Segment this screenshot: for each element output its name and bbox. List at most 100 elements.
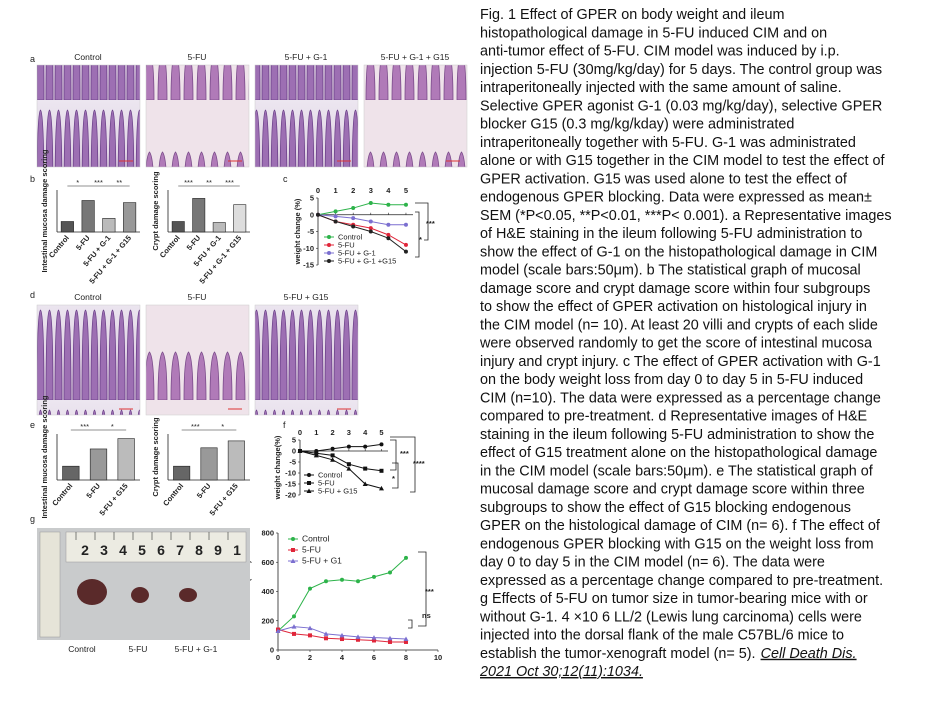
- data-point: [324, 636, 328, 641]
- micrograph: [145, 64, 250, 168]
- caption-text: Fig. 1 Effect of GPER on body weight and…: [480, 7, 785, 23]
- legend-marker: [307, 481, 311, 485]
- legend-marker: [327, 259, 331, 263]
- data-point: [346, 462, 351, 467]
- y-tick-label: -15: [303, 261, 314, 270]
- x-tick-label: 5-FU: [74, 234, 92, 253]
- image-label: 5-FU + G-1 + G15: [381, 52, 450, 62]
- caption-text: to show the effect of GPER activation on…: [480, 299, 867, 315]
- y-axis-label: Crypt damage scoring: [151, 417, 160, 497]
- caption-text: injection 5-FU (30mg/kg/day) for 5 days.…: [480, 62, 882, 78]
- series-line: [300, 443, 382, 452]
- caption-text: staining in the ileum following 5-FU adm…: [480, 427, 874, 443]
- micrograph: [363, 64, 468, 168]
- data-point: [368, 201, 373, 206]
- citation: 2021 Oct 30;12(11):1034.: [479, 664, 643, 680]
- legend-label: 5-FU + G-1 +G15: [338, 257, 396, 266]
- x-tick-label: 4: [386, 186, 391, 195]
- legend-marker: [306, 488, 312, 493]
- x-tick-label: 5-FU + G15: [208, 482, 240, 518]
- y-tick-label: -5: [289, 458, 296, 467]
- y-tick-label: 0: [270, 646, 274, 655]
- caption-text: SEM (*P<0.05, **P<0.01, ***P< 0.001). a …: [480, 208, 892, 224]
- panel-label: d: [30, 290, 35, 300]
- data-point: [386, 236, 391, 241]
- caption-text: GPER on the histological damage of CIM (…: [480, 518, 881, 534]
- series-line: [317, 202, 406, 216]
- x-tick-label: 2: [308, 653, 312, 662]
- series-line: [277, 557, 407, 632]
- caption-line: expressed as a percentage change compare…: [480, 573, 883, 589]
- panel-label: b: [30, 174, 35, 184]
- y-tick-label: 200: [261, 616, 274, 625]
- micrograph: [254, 64, 359, 168]
- legend-marker: [291, 548, 295, 552]
- caption-line: GPER on the histological damage of CIM (…: [480, 518, 881, 534]
- significance: ***: [191, 422, 200, 431]
- data-point: [333, 214, 338, 219]
- x-tick-label: 2: [351, 186, 355, 195]
- y-tick-label: 0: [292, 447, 296, 456]
- ruler: [65, 531, 247, 563]
- bracket: [408, 619, 413, 629]
- caption-text: day 0 to day 5 in the CIM model (n= 6). …: [480, 555, 825, 571]
- x-tick-label: Control: [161, 482, 185, 508]
- image-label: Control: [74, 292, 102, 302]
- caption-line: in the CIM model (scale bars:50μm). e Th…: [480, 463, 874, 479]
- micrograph: [145, 304, 250, 416]
- citation: Cell Death Dis.: [761, 646, 857, 662]
- caption-text: show the effect of G-1 on the histopatho…: [480, 244, 877, 260]
- caption-text: effect of G15 treatment alone on the his…: [480, 445, 877, 461]
- data-point: [346, 466, 352, 471]
- legend-marker: [307, 473, 311, 477]
- data-point: [379, 468, 384, 473]
- caption-line: compared to pre-treatment. d Representat…: [480, 409, 867, 425]
- caption-text: on the body weight loss from day 0 to da…: [480, 372, 863, 388]
- data-point: [351, 224, 356, 229]
- legend-label: 5-FU + G-1: [338, 249, 376, 258]
- data-point: [291, 624, 297, 629]
- ruler-number: 6: [157, 542, 165, 558]
- legend-marker: [327, 243, 331, 247]
- significance: ****: [413, 459, 425, 468]
- tumor: [131, 587, 149, 603]
- data-point: [371, 635, 377, 640]
- x-tick-label: 5: [379, 428, 383, 437]
- significance: ***: [80, 422, 89, 431]
- data-point: [324, 579, 328, 584]
- x-tick-label: 4: [363, 428, 368, 437]
- data-point: [388, 570, 392, 575]
- micrograph: [36, 304, 141, 416]
- data-point: [386, 202, 391, 207]
- bar: [89, 448, 108, 481]
- data-point: [379, 442, 384, 447]
- bar: [102, 218, 116, 233]
- caption-line: subgroups to show the effect of G15 bloc…: [480, 500, 851, 516]
- caption-text: GPER activation. G15 was used alone to t…: [480, 171, 848, 187]
- tumor: [77, 579, 107, 605]
- caption-line: the CIM model (n= 10). At least 20 villi…: [480, 317, 878, 333]
- data-point: [333, 219, 338, 224]
- caption-line: g Effects of 5-FU on tumor size in tumor…: [480, 591, 868, 607]
- data-point: [403, 242, 408, 247]
- series-line: [299, 450, 382, 489]
- x-tick-label: 10: [434, 653, 442, 662]
- caption-line: injury and crypt injury. c The effect of…: [480, 354, 881, 370]
- image-label: Control: [74, 52, 102, 62]
- image-label: 5-FU + G15: [284, 292, 329, 302]
- significance: *: [111, 422, 114, 431]
- y-tick-label: 0: [310, 210, 314, 219]
- bar: [173, 465, 191, 481]
- data-point: [297, 448, 303, 453]
- caption-text: were observed randomly to get the score …: [479, 336, 872, 352]
- legend-marker: [327, 251, 331, 255]
- bracket: [392, 462, 399, 489]
- data-point: [351, 216, 356, 221]
- caption-line: injected into the dorsal flank of the ma…: [480, 628, 844, 644]
- y-axis-label: Intestinal mucosa damage scoring: [40, 395, 49, 518]
- y-tick-label: -20: [285, 491, 296, 500]
- data-point: [330, 453, 335, 458]
- panel-label: a: [30, 54, 35, 64]
- caption-line: Selective GPER agonist G-1 (0.03 mg/kg/d…: [480, 98, 882, 114]
- caption-text: g Effects of 5-FU on tumor size in tumor…: [480, 591, 868, 607]
